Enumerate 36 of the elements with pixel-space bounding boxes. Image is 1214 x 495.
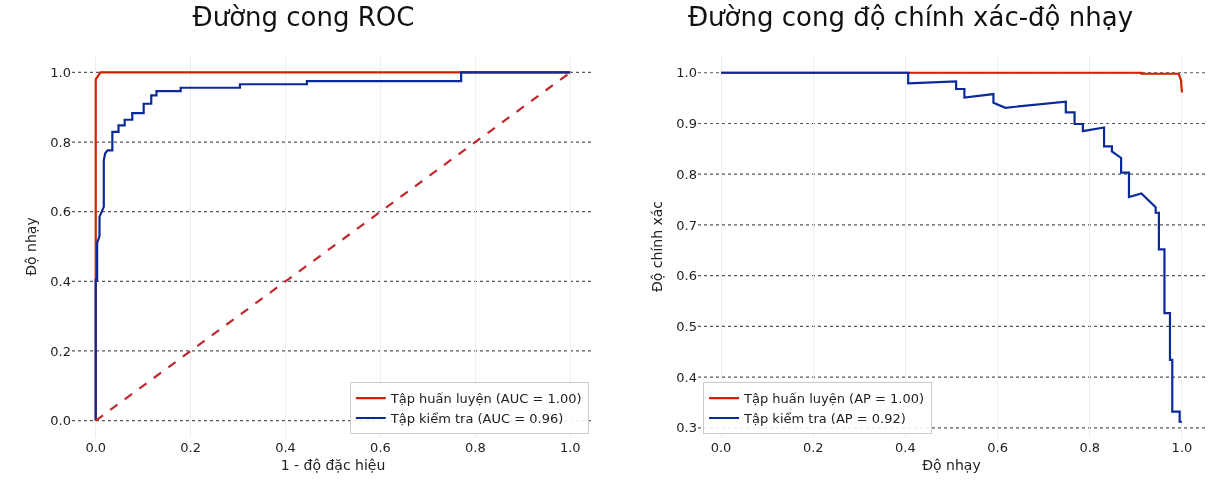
y-tick-label: 1.0 bbox=[50, 64, 71, 80]
legend-label: Tập huấn luyện (AP = 1.00) bbox=[743, 391, 925, 407]
y-tick-label: 0.4 bbox=[676, 369, 697, 385]
x-axis-title: Độ nhạy bbox=[922, 457, 981, 474]
x-tick-label: 0.2 bbox=[180, 440, 201, 455]
x-tick-label: 0.4 bbox=[275, 440, 296, 455]
legend-label: Tập kiểm tra (AP = 0.92) bbox=[743, 411, 906, 427]
y-tick-label: 0.2 bbox=[50, 343, 71, 359]
x-tick-label: 0.8 bbox=[465, 440, 486, 455]
y-tick-label: 0.9 bbox=[676, 116, 697, 132]
y-tick-label: 0.8 bbox=[50, 134, 71, 150]
y-tick-label: 0.5 bbox=[676, 318, 697, 334]
legend-label: Tập kiểm tra (AUC = 0.96) bbox=[389, 411, 564, 427]
y-tick-label: 1.0 bbox=[676, 65, 697, 81]
y-tick-label: 0.0 bbox=[50, 413, 71, 429]
y-axis-title: Độ nhạy bbox=[22, 217, 39, 276]
x-tick-label: 0.4 bbox=[895, 440, 916, 455]
y-tick-label: 0.7 bbox=[676, 217, 697, 233]
y-axis-title: Độ chính xác bbox=[648, 200, 665, 293]
x-tick-label: 1.0 bbox=[1171, 440, 1193, 455]
x-tick-label: 0.0 bbox=[710, 440, 732, 455]
legend-label: Tập huấn luyện (AUC = 1.00) bbox=[389, 391, 582, 407]
chart-title: Đường cong ROC bbox=[192, 1, 415, 32]
y-tick-label: 0.3 bbox=[676, 420, 697, 436]
y-tick-label: 0.6 bbox=[50, 204, 71, 220]
x-tick-label: 0.6 bbox=[370, 440, 391, 455]
x-tick-label: 0.6 bbox=[987, 440, 1008, 455]
x-tick-label: 0.2 bbox=[802, 440, 824, 455]
y-tick-label: 0.6 bbox=[676, 268, 697, 284]
x-tick-label: 0.0 bbox=[85, 440, 107, 455]
y-tick-label: 0.4 bbox=[50, 273, 71, 289]
x-axis-title: 1 - độ đặc hiệu bbox=[280, 457, 386, 474]
x-tick-label: 1.0 bbox=[559, 440, 581, 455]
chart-title: Đường cong độ chính xác-độ nhạy bbox=[687, 1, 1134, 32]
x-tick-label: 0.8 bbox=[1079, 440, 1101, 455]
y-tick-label: 0.8 bbox=[676, 166, 697, 182]
